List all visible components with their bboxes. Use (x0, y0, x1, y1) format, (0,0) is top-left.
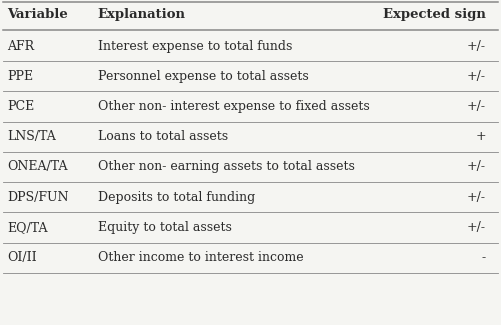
Text: Personnel expense to total assets: Personnel expense to total assets (98, 70, 309, 83)
Text: ONEA/TA: ONEA/TA (8, 161, 68, 174)
Text: Explanation: Explanation (98, 8, 186, 21)
Text: Loans to total assets: Loans to total assets (98, 130, 228, 143)
Text: Interest expense to total funds: Interest expense to total funds (98, 40, 292, 53)
Text: Variable: Variable (8, 8, 68, 21)
Text: Other income to interest income: Other income to interest income (98, 251, 303, 264)
Text: Other non- earning assets to total assets: Other non- earning assets to total asset… (98, 161, 355, 174)
Text: +/-: +/- (467, 70, 486, 83)
Text: +/-: +/- (467, 161, 486, 174)
Text: +: + (475, 130, 486, 143)
Text: +/-: +/- (467, 191, 486, 204)
Text: +/-: +/- (467, 100, 486, 113)
Text: Other non- interest expense to fixed assets: Other non- interest expense to fixed ass… (98, 100, 369, 113)
Text: Equity to total assets: Equity to total assets (98, 221, 231, 234)
Text: +/-: +/- (467, 40, 486, 53)
Text: PPE: PPE (8, 70, 34, 83)
Text: DPS/FUN: DPS/FUN (8, 191, 69, 204)
Text: Expected sign: Expected sign (383, 8, 486, 21)
Text: LNS/TA: LNS/TA (8, 130, 56, 143)
Text: EQ/TA: EQ/TA (8, 221, 48, 234)
Text: Deposits to total funding: Deposits to total funding (98, 191, 255, 204)
Text: OI/II: OI/II (8, 251, 37, 264)
Text: +/-: +/- (467, 221, 486, 234)
Text: AFR: AFR (8, 40, 35, 53)
Text: -: - (482, 251, 486, 264)
Text: PCE: PCE (8, 100, 35, 113)
